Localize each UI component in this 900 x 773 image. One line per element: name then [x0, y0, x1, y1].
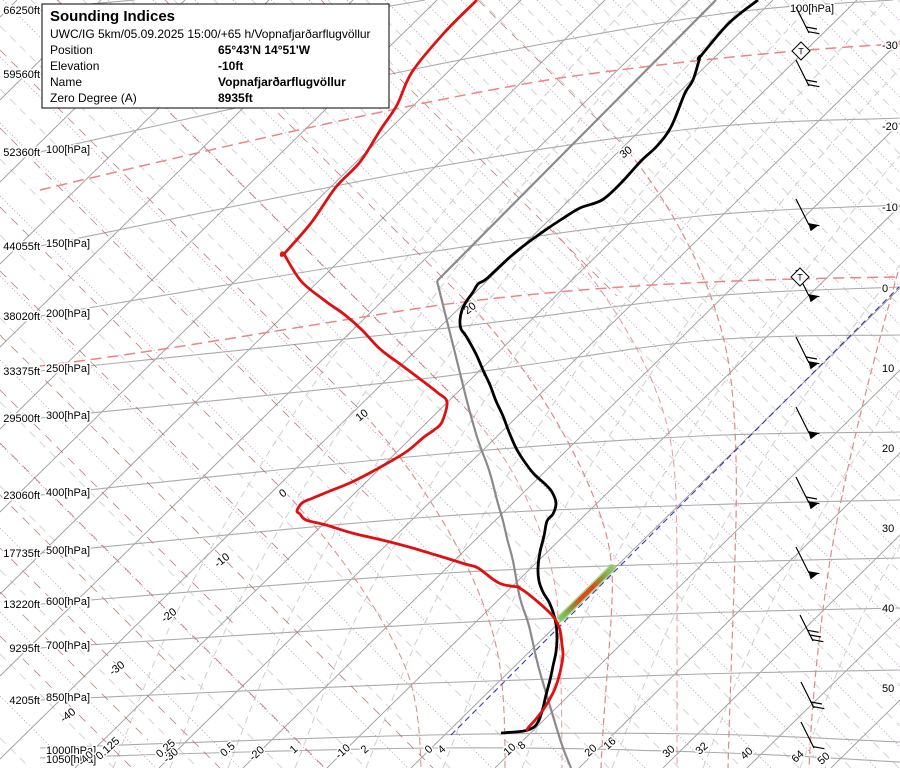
svg-text:10: 10 — [882, 363, 894, 375]
svg-text:40: 40 — [882, 603, 894, 615]
svg-text:600[hPa]: 600[hPa] — [46, 596, 90, 608]
svg-text:50: 50 — [882, 683, 894, 695]
svg-text:Vopnafjarðarflugvöllur: Vopnafjarðarflugvöllur — [218, 75, 346, 89]
svg-text:-30: -30 — [882, 40, 898, 52]
svg-text:500[hPa]: 500[hPa] — [46, 545, 90, 557]
svg-text:Zero Degree (A): Zero Degree (A) — [50, 91, 137, 105]
svg-text:Position: Position — [50, 43, 93, 57]
svg-text:23060ft: 23060ft — [3, 490, 40, 502]
svg-text:29500ft: 29500ft — [3, 413, 40, 425]
svg-text:38020ft: 38020ft — [3, 311, 40, 323]
svg-text:8935ft: 8935ft — [218, 91, 253, 105]
svg-text:T: T — [798, 47, 804, 57]
svg-text:9295ft: 9295ft — [9, 643, 40, 655]
svg-text:T: T — [797, 273, 803, 283]
svg-text:17735ft: 17735ft — [3, 548, 40, 560]
svg-text:Name: Name — [50, 75, 82, 89]
svg-text:-20: -20 — [882, 121, 898, 133]
svg-text:44055ft: 44055ft — [3, 241, 40, 253]
svg-text:-10: -10 — [882, 202, 898, 214]
svg-text:Elevation: Elevation — [50, 59, 99, 73]
svg-text:200[hPa]: 200[hPa] — [46, 308, 90, 320]
svg-text:0: 0 — [882, 283, 888, 295]
svg-text:150[hPa]: 150[hPa] — [46, 238, 90, 250]
svg-text:100[hPa]: 100[hPa] — [46, 144, 90, 156]
svg-text:100[hPa]: 100[hPa] — [790, 3, 834, 15]
svg-text:20: 20 — [882, 443, 894, 455]
svg-text:13220ft: 13220ft — [3, 599, 40, 611]
svg-text:-10ft: -10ft — [218, 59, 243, 73]
svg-text:66250ft: 66250ft — [3, 5, 40, 17]
svg-text:700[hPa]: 700[hPa] — [46, 640, 90, 652]
svg-text:Sounding Indices: Sounding Indices — [50, 8, 175, 25]
svg-text:400[hPa]: 400[hPa] — [46, 487, 90, 499]
svg-text:65°43'N 14°51'W: 65°43'N 14°51'W — [218, 43, 311, 57]
svg-text:1000[hPa]: 1000[hPa] — [46, 745, 96, 757]
svg-text:4205ft: 4205ft — [9, 695, 40, 707]
svg-text:300[hPa]: 300[hPa] — [46, 410, 90, 422]
svg-text:UWC/IG 5km/05.09.2025 15:00/+6: UWC/IG 5km/05.09.2025 15:00/+65 h/Vopnaf… — [50, 27, 371, 41]
svg-text:33375ft: 33375ft — [3, 366, 40, 378]
svg-text:1050[hPa]: 1050[hPa] — [46, 754, 96, 766]
svg-text:52360ft: 52360ft — [3, 147, 40, 159]
svg-text:59560ft: 59560ft — [3, 69, 40, 81]
svg-text:250[hPa]: 250[hPa] — [46, 363, 90, 375]
svg-text:30: 30 — [882, 523, 894, 535]
svg-text:850[hPa]: 850[hPa] — [46, 692, 90, 704]
